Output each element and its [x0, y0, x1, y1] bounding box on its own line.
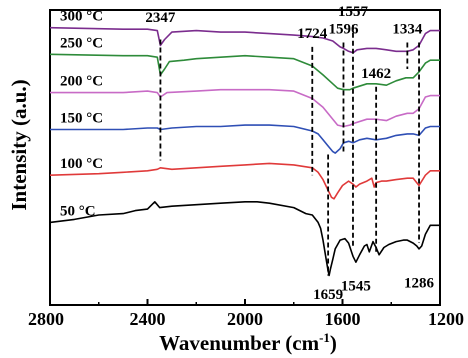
peak-label-2: 1596: [328, 22, 359, 38]
y-axis-title: Intensity (a.u.): [7, 79, 31, 210]
peak-label-6: 1659: [313, 287, 343, 303]
peak-label-4: 1334: [392, 22, 423, 38]
peak-label-0: 2347: [145, 10, 176, 26]
plot-border: [49, 9, 441, 306]
series-label-1: 250 °C: [60, 35, 103, 51]
x-axis-title-main: Wavenumber (cm: [159, 331, 320, 355]
x-axis-ticks: 2800 2400 2000 1600 1200: [28, 299, 464, 329]
series-line-5: [49, 201, 440, 277]
peak-label-8: 1286: [404, 275, 435, 291]
plot-frame: [49, 9, 441, 306]
series-label-0: 300 °C: [60, 9, 103, 25]
x-axis-title-sup: -1: [319, 330, 330, 345]
peak-label-3: 1557: [338, 4, 369, 20]
series-line-4: [49, 162, 440, 200]
series-line-2: [50, 88, 440, 128]
series-line-0: [49, 26, 440, 54]
series-label-2: 200 °C: [60, 74, 103, 90]
series-line-1: [49, 53, 440, 91]
series-label-3: 150 °C: [60, 110, 103, 126]
peak-label-7: 1545: [341, 278, 371, 294]
x-tick-label-2: 2000: [227, 309, 263, 329]
x-tick-label-0: 2800: [28, 309, 64, 329]
series-line-3: [50, 124, 440, 154]
series-label-5: 50 °C: [60, 203, 96, 219]
x-tick-label-3: 1600: [325, 309, 361, 329]
series-label-4: 100 °C: [60, 156, 103, 172]
series-labels: 300 °C 250 °C 200 °C 150 °C 100 °C 50 °C: [60, 9, 103, 220]
series-layer: [49, 26, 440, 277]
peak-label-5: 1462: [361, 66, 391, 82]
x-tick-label-4: 1200: [428, 309, 464, 329]
x-axis-title: Wavenumber (cm-1): [159, 330, 337, 355]
x-tick-label-1: 2400: [130, 309, 166, 329]
peak-label-1: 1724: [297, 26, 328, 42]
x-axis-title-end: ): [330, 331, 337, 355]
